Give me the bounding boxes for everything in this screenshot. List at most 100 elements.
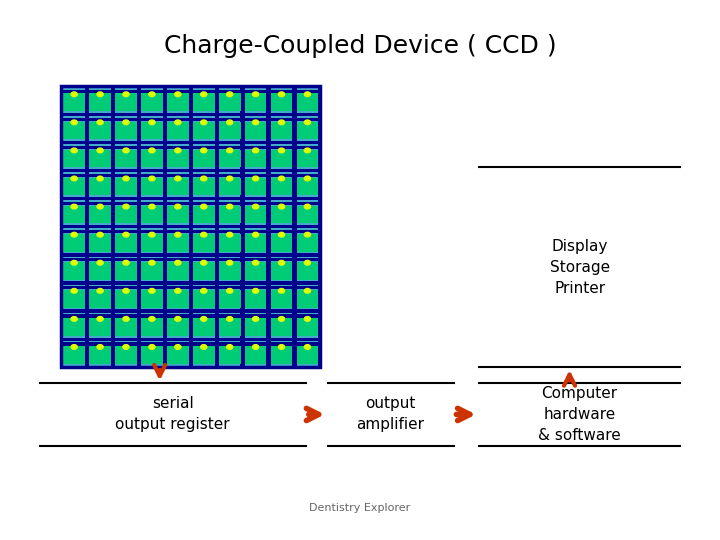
Circle shape bbox=[227, 148, 233, 153]
Bar bbox=[245, 122, 266, 139]
Bar bbox=[297, 88, 318, 113]
Bar bbox=[219, 88, 240, 113]
Circle shape bbox=[279, 148, 284, 153]
Bar bbox=[167, 318, 189, 336]
Bar bbox=[245, 258, 266, 261]
Bar bbox=[115, 286, 137, 289]
Circle shape bbox=[123, 176, 129, 181]
Bar bbox=[167, 146, 189, 149]
Bar bbox=[115, 318, 137, 336]
Bar bbox=[89, 202, 111, 205]
Circle shape bbox=[279, 120, 284, 125]
Circle shape bbox=[227, 260, 233, 265]
Bar bbox=[89, 88, 111, 113]
Bar bbox=[89, 346, 111, 364]
Circle shape bbox=[123, 92, 129, 97]
Circle shape bbox=[253, 316, 258, 321]
Bar bbox=[245, 341, 266, 366]
Circle shape bbox=[279, 345, 284, 349]
Circle shape bbox=[279, 92, 284, 97]
Bar bbox=[89, 314, 111, 318]
Circle shape bbox=[253, 148, 258, 153]
Bar bbox=[297, 122, 318, 139]
Bar bbox=[193, 341, 215, 366]
Bar bbox=[167, 172, 189, 197]
Circle shape bbox=[97, 176, 103, 181]
Bar bbox=[115, 346, 137, 364]
Bar bbox=[193, 262, 215, 280]
Bar bbox=[63, 342, 85, 346]
Bar bbox=[193, 342, 215, 346]
Bar bbox=[141, 200, 163, 225]
Bar bbox=[61, 86, 320, 367]
Circle shape bbox=[201, 232, 207, 237]
Bar bbox=[63, 150, 85, 167]
Circle shape bbox=[201, 204, 207, 209]
Circle shape bbox=[97, 148, 103, 153]
Bar bbox=[193, 256, 215, 281]
Bar bbox=[141, 230, 163, 233]
Circle shape bbox=[305, 345, 310, 349]
Bar bbox=[193, 202, 215, 205]
Bar bbox=[167, 200, 189, 225]
Bar bbox=[219, 342, 240, 346]
Bar bbox=[271, 346, 292, 364]
Bar bbox=[271, 342, 292, 346]
Bar bbox=[115, 290, 137, 308]
Bar bbox=[167, 230, 189, 233]
Bar bbox=[89, 256, 111, 281]
Bar bbox=[271, 230, 292, 233]
Circle shape bbox=[71, 260, 77, 265]
Circle shape bbox=[97, 316, 103, 321]
Bar bbox=[167, 144, 189, 169]
Bar bbox=[271, 116, 292, 141]
Circle shape bbox=[175, 345, 181, 349]
Bar bbox=[89, 258, 111, 261]
Bar bbox=[167, 90, 189, 93]
Bar bbox=[193, 93, 215, 111]
Bar bbox=[297, 178, 318, 195]
Bar bbox=[193, 174, 215, 177]
Bar bbox=[115, 174, 137, 177]
Bar bbox=[219, 234, 240, 252]
Circle shape bbox=[71, 204, 77, 209]
Bar bbox=[297, 313, 318, 338]
Bar bbox=[141, 228, 163, 253]
Circle shape bbox=[71, 148, 77, 153]
Bar bbox=[193, 290, 215, 308]
Bar bbox=[219, 172, 240, 197]
Bar bbox=[271, 256, 292, 281]
Circle shape bbox=[305, 232, 310, 237]
Circle shape bbox=[253, 288, 258, 293]
Bar bbox=[167, 258, 189, 261]
Bar bbox=[63, 341, 85, 366]
Circle shape bbox=[201, 176, 207, 181]
Circle shape bbox=[279, 316, 284, 321]
Circle shape bbox=[279, 204, 284, 209]
Bar bbox=[89, 230, 111, 233]
Bar bbox=[167, 118, 189, 121]
Bar bbox=[193, 313, 215, 338]
Circle shape bbox=[149, 260, 155, 265]
Bar bbox=[115, 230, 137, 233]
Circle shape bbox=[227, 316, 233, 321]
Bar bbox=[141, 314, 163, 318]
Bar bbox=[219, 290, 240, 308]
Bar bbox=[245, 150, 266, 167]
Bar bbox=[89, 341, 111, 366]
Bar bbox=[141, 346, 163, 364]
Bar bbox=[63, 258, 85, 261]
Circle shape bbox=[201, 92, 207, 97]
Circle shape bbox=[201, 260, 207, 265]
Bar bbox=[271, 234, 292, 252]
Bar bbox=[245, 256, 266, 281]
Bar bbox=[271, 341, 292, 366]
Bar bbox=[89, 342, 111, 346]
Bar bbox=[89, 178, 111, 195]
Bar bbox=[167, 256, 189, 281]
Bar bbox=[245, 234, 266, 252]
Bar bbox=[271, 286, 292, 289]
Bar bbox=[271, 174, 292, 177]
Bar bbox=[245, 202, 266, 205]
Text: Dentistry Explorer: Dentistry Explorer bbox=[310, 503, 410, 512]
